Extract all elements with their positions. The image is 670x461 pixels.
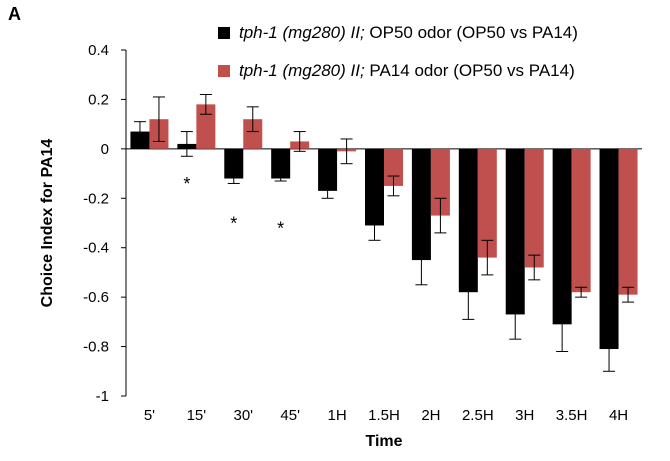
y-tick-label: -0.4 <box>83 240 109 257</box>
y-tick-label: -0.6 <box>83 289 109 306</box>
bar-series-2-10 <box>618 148 638 295</box>
x-tick-label: 1.5H <box>368 407 400 424</box>
y-tick-label: -1 <box>96 388 109 405</box>
bar-series-2-7 <box>477 148 497 258</box>
bar-series-2-6 <box>430 148 450 216</box>
bar-series-1-7 <box>458 148 478 293</box>
y-axis-title: Choice Index for PA14 <box>39 139 56 308</box>
legend-genotype-label: tph-1 (mg280) II; <box>239 61 365 80</box>
bar-series-1-5 <box>365 148 384 226</box>
legend-condition-label: OP50 odor (OP50 vs PA14) <box>364 23 578 42</box>
bar-series-1-8 <box>505 148 525 315</box>
bar-series-2-9 <box>571 148 591 293</box>
x-tick-label: 3H <box>515 407 534 424</box>
significance-asterisk: * <box>183 174 190 194</box>
y-tick-label: 0 <box>101 141 109 158</box>
x-tick-label: 15' <box>187 407 207 424</box>
y-tick-label: -0.2 <box>83 190 109 207</box>
legend-genotype-label: tph-1 (mg280) II; <box>239 23 365 42</box>
y-tick-label: 0.2 <box>88 91 109 108</box>
bar-series-1-10 <box>599 148 619 350</box>
x-tick-label: 45' <box>280 407 300 424</box>
x-tick-label: 2.5H <box>462 407 494 424</box>
x-axis-title: Time <box>365 433 402 450</box>
x-tick-label: 4H <box>609 407 628 424</box>
x-tick-label: 1H <box>327 407 346 424</box>
bar-series-1-2 <box>224 148 244 179</box>
bar-series-2-5 <box>384 148 403 186</box>
bar-series-2-8 <box>524 148 544 268</box>
legend-condition-label: PA14 odor (OP50 vs PA14) <box>364 61 575 80</box>
bar-series-1-4 <box>318 148 338 191</box>
panel-label: A <box>8 4 21 24</box>
bar-series-2-2 <box>243 119 263 149</box>
legend-entry-op50-odor: tph-1 (mg280) II; OP50 odor (OP50 vs PA1… <box>218 22 578 44</box>
legend: tph-1 (mg280) II; OP50 odor (OP50 vs PA1… <box>218 22 578 98</box>
bar-series-2-1 <box>196 104 216 149</box>
significance-asterisk: * <box>230 214 237 234</box>
bar-series-1-3 <box>271 148 291 179</box>
bar-series-1-9 <box>552 148 572 325</box>
x-tick-label: 3.5H <box>556 407 588 424</box>
legend-swatch-op50-odor <box>218 27 230 39</box>
x-tick-label: 2H <box>421 407 440 424</box>
y-tick-label: -0.8 <box>83 339 109 356</box>
legend-swatch-pa14-odor <box>218 65 230 77</box>
x-tick-label: 5' <box>144 407 155 424</box>
legend-entry-pa14-odor: tph-1 (mg280) II; PA14 odor (OP50 vs PA1… <box>218 60 578 82</box>
significance-asterisk: * <box>277 218 284 238</box>
x-tick-label: 30' <box>233 407 253 424</box>
bar-series-1-6 <box>411 148 431 261</box>
y-tick-label: 0.4 <box>88 42 109 59</box>
